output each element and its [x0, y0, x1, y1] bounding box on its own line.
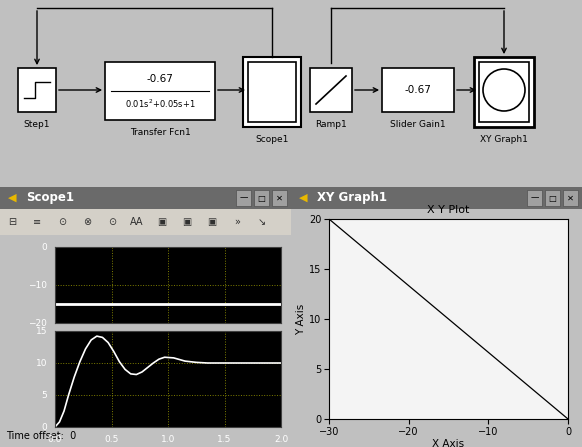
Text: Transfer Fcn1: Transfer Fcn1	[130, 128, 190, 137]
Text: —: —	[239, 194, 248, 202]
Text: —: —	[530, 194, 539, 202]
X-axis label: X Axis: X Axis	[432, 439, 464, 447]
Text: ↘: ↘	[258, 217, 266, 227]
Bar	[545, 190, 560, 206]
Bar	[474, 57, 534, 127]
Title: X Y Plot: X Y Plot	[427, 206, 470, 215]
Bar	[105, 62, 215, 120]
Text: ▣: ▣	[157, 217, 166, 227]
Text: AA: AA	[130, 217, 144, 227]
Bar	[310, 68, 352, 112]
Y-axis label: Y Axis: Y Axis	[296, 304, 306, 335]
Bar	[243, 57, 301, 127]
Bar	[254, 190, 269, 206]
Bar	[0, 209, 291, 235]
Text: ✕: ✕	[567, 194, 574, 202]
Text: Time offset:  0: Time offset: 0	[6, 431, 76, 441]
Bar	[0, 187, 291, 209]
Text: □: □	[549, 194, 556, 202]
Text: 0.01s$^2$+0.05s+1: 0.01s$^2$+0.05s+1	[125, 97, 196, 110]
Text: ◀: ◀	[8, 193, 16, 203]
Text: ⊗: ⊗	[83, 217, 91, 227]
Bar	[563, 190, 578, 206]
Bar	[272, 190, 287, 206]
Text: »: »	[234, 217, 240, 227]
Text: ⊟: ⊟	[8, 217, 16, 227]
Bar	[382, 68, 454, 112]
Text: XY Graph1: XY Graph1	[317, 191, 387, 204]
Text: ▣: ▣	[207, 217, 217, 227]
Circle shape	[483, 69, 525, 111]
Text: Scope1: Scope1	[255, 135, 289, 144]
Text: -0.67: -0.67	[404, 85, 431, 95]
Text: ▣: ▣	[182, 217, 191, 227]
Text: ✕: ✕	[276, 194, 283, 202]
Text: ◀: ◀	[299, 193, 307, 203]
Text: XY Graph1: XY Graph1	[480, 135, 528, 144]
Text: Scope1: Scope1	[26, 191, 74, 204]
Text: ≡: ≡	[33, 217, 41, 227]
Text: ⊙: ⊙	[58, 217, 66, 227]
Text: Ramp1: Ramp1	[315, 120, 347, 129]
Bar	[248, 62, 296, 122]
Bar	[527, 190, 542, 206]
Bar	[236, 190, 251, 206]
Bar	[291, 187, 582, 209]
Text: ⊙: ⊙	[108, 217, 116, 227]
Bar	[479, 62, 529, 122]
Text: Step1: Step1	[24, 120, 50, 129]
Text: □: □	[258, 194, 265, 202]
Text: Slider Gain1: Slider Gain1	[390, 120, 446, 129]
Bar	[18, 68, 56, 112]
Text: -0.67: -0.67	[147, 74, 173, 84]
